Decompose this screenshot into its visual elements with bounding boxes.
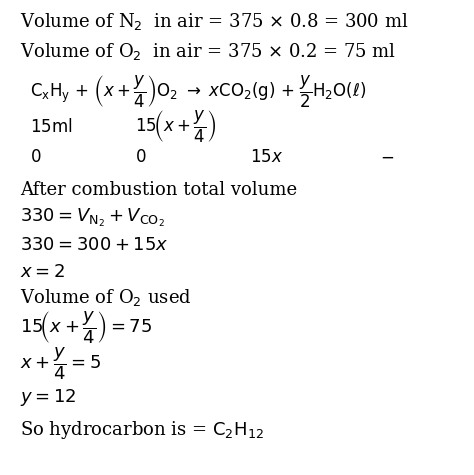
Text: $-$: $-$ bbox=[380, 148, 394, 166]
Text: $330 = V_{\mathrm{N_2}} + V_{\mathrm{CO_2}}$: $330 = V_{\mathrm{N_2}} + V_{\mathrm{CO_… bbox=[20, 207, 165, 229]
Text: $15\mathrm{ml}$: $15\mathrm{ml}$ bbox=[30, 118, 73, 136]
Text: $y = 12$: $y = 12$ bbox=[20, 388, 76, 408]
Text: $\mathrm{C_xH_y}$ + $\left(x+\dfrac{y}{4}\right)\mathrm{O_2}$ $\rightarrow$ $x\m: $\mathrm{C_xH_y}$ + $\left(x+\dfrac{y}{4… bbox=[30, 74, 366, 110]
Text: $x = 2$: $x = 2$ bbox=[20, 263, 65, 281]
Text: $0$: $0$ bbox=[30, 148, 41, 166]
Text: Volume of O$_2$ used: Volume of O$_2$ used bbox=[20, 287, 191, 308]
Text: $15\!\left(x + \dfrac{y}{4}\right) = 75$: $15\!\left(x + \dfrac{y}{4}\right) = 75$ bbox=[20, 310, 152, 346]
Text: So hydrocarbon is = $\mathrm{C_2H_{12}}$: So hydrocarbon is = $\mathrm{C_2H_{12}}$ bbox=[20, 419, 264, 441]
Text: $15x$: $15x$ bbox=[250, 148, 283, 166]
Text: $15\!\left(x+\dfrac{y}{4}\right)$: $15\!\left(x+\dfrac{y}{4}\right)$ bbox=[135, 109, 216, 145]
Text: $0$: $0$ bbox=[135, 148, 146, 166]
Text: After combustion total volume: After combustion total volume bbox=[20, 181, 297, 199]
Text: Volume of O$_2$  in air = 375 $\times$ 0.2 = 75 ml: Volume of O$_2$ in air = 375 $\times$ 0.… bbox=[20, 41, 396, 63]
Text: $x + \dfrac{y}{4} = 5$: $x + \dfrac{y}{4} = 5$ bbox=[20, 346, 101, 382]
Text: $330 = 300 + 15x$: $330 = 300 + 15x$ bbox=[20, 236, 169, 254]
Text: Volume of N$_2$  in air = 375 $\times$ 0.8 = 300 ml: Volume of N$_2$ in air = 375 $\times$ 0.… bbox=[20, 11, 409, 32]
